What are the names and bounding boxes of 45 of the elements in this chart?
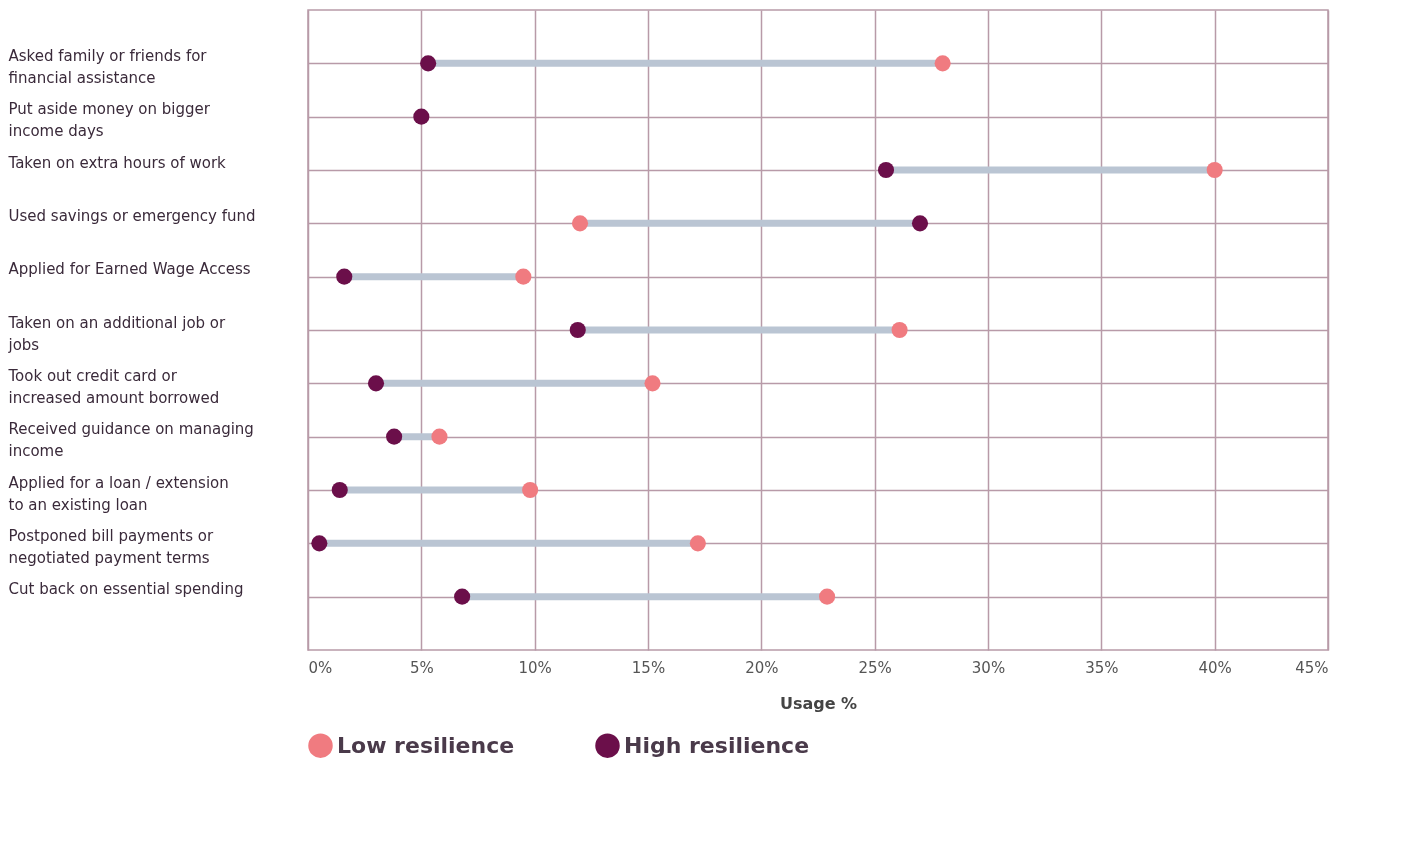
point — [891, 321, 908, 339]
y-tick-label: Applied for a loan / extension to an existing loan — [8, 473, 229, 514]
y-tick-label: Taken on extra hours of work — [7, 153, 227, 172]
point — [911, 215, 929, 232]
point — [877, 161, 895, 179]
point — [689, 535, 706, 552]
point — [431, 428, 448, 445]
y-tick-label: Used savings or emergency fund — [8, 206, 256, 225]
x-axis-title: Usage % — [779, 693, 858, 713]
y-tick-label: Put aside money on bigger income days — [8, 100, 211, 141]
x-tick-label: 0% — [308, 658, 333, 677]
legend-label: Low resilience — [337, 732, 515, 758]
y-tick-label: Taken on an additional job or jobs — [7, 313, 227, 354]
x-tick-label: 15% — [631, 658, 666, 677]
point — [819, 588, 836, 605]
point — [311, 535, 328, 552]
y-tick-label: Cut back on essential spending — [8, 580, 244, 599]
y-tick-label: Took out credit card or increased amount borrowed — [7, 366, 220, 407]
point — [367, 375, 385, 392]
x-tick-label: 45% — [1295, 658, 1329, 677]
point — [522, 481, 539, 499]
point — [644, 375, 661, 392]
y-tick-label: Postponed bill payments or negotiated payment terms — [8, 526, 214, 567]
x-tick-label: 20% — [745, 658, 779, 677]
point — [515, 268, 532, 285]
x-tick-label: 25% — [858, 658, 892, 677]
x-tick-label: 30% — [971, 658, 1006, 677]
y-tick-label: Applied for Earned Wage Access — [8, 260, 251, 279]
legend-label: High resilience — [624, 732, 810, 758]
y-tick-label: Asked family or friends for financial assistance — [8, 46, 208, 87]
point — [571, 215, 589, 232]
x-tick-label: 10% — [518, 658, 552, 677]
x-tick-label: 5% — [409, 658, 434, 677]
y-tick-label: Received guidance on managing income — [8, 420, 254, 461]
point — [331, 481, 348, 499]
point — [420, 55, 437, 72]
point — [934, 55, 951, 72]
point — [336, 268, 353, 285]
x-tick-label: 35% — [1085, 658, 1119, 677]
point — [386, 428, 403, 445]
point — [1206, 161, 1223, 179]
point — [413, 108, 430, 125]
point — [569, 321, 586, 339]
x-tick-label: 40% — [1198, 658, 1232, 677]
point — [454, 588, 471, 605]
